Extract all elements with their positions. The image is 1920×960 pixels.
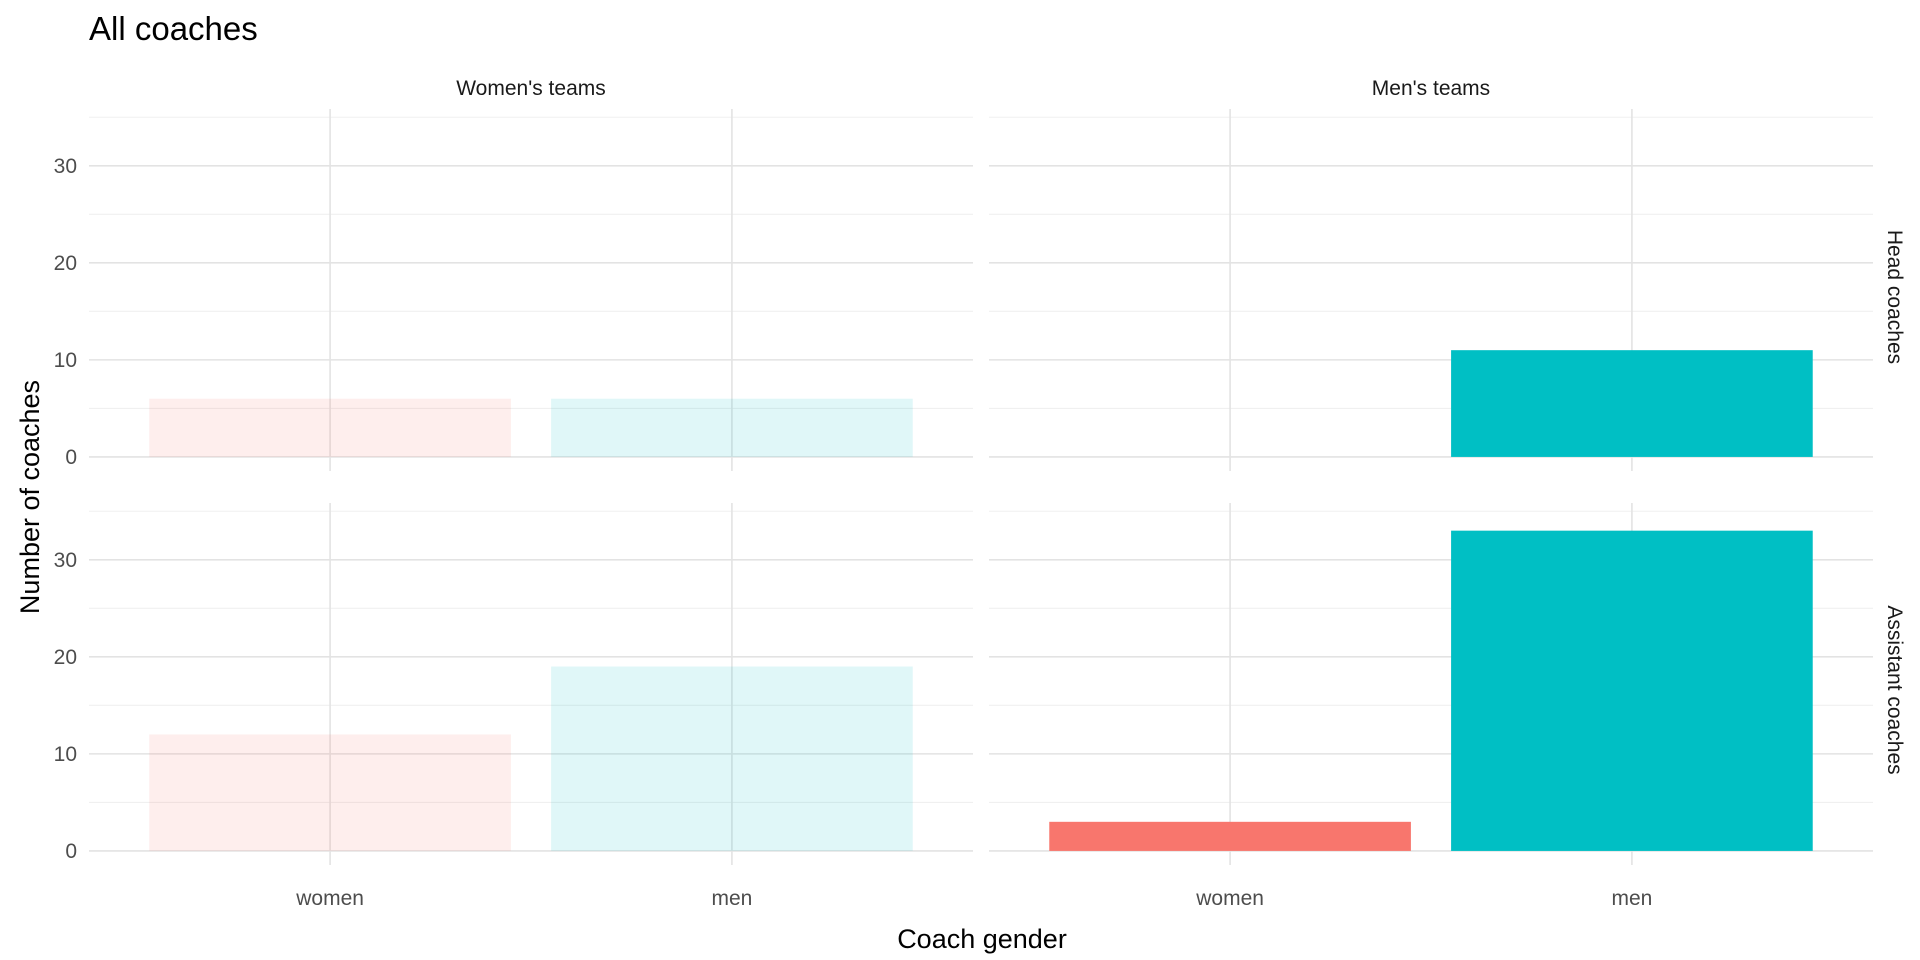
y-tick-label: 0 <box>65 446 77 469</box>
y-tick-label: 20 <box>54 252 77 275</box>
y-tick-label: 30 <box>54 155 77 178</box>
chart-panels: 0 10 20 30 0 10 20 30 women men women men <box>54 109 1873 910</box>
bar-men-panel-3 <box>1451 530 1813 851</box>
y-tick-label: 20 <box>54 646 77 669</box>
bar-women-panel-2 <box>149 734 511 851</box>
x-tick-label-men: men <box>711 887 752 910</box>
y-tick-label: 10 <box>54 743 77 766</box>
bar-men-panel-1 <box>1451 350 1813 457</box>
bar-women-panel-3 <box>1049 821 1411 851</box>
bar-men-panel-2 <box>551 666 913 851</box>
x-tick-label-women: women <box>1195 887 1264 910</box>
bar-women-panel-0 <box>149 398 511 457</box>
strip-label-womens-teams: Women's teams <box>456 77 606 100</box>
strip-label-mens-teams: Men's teams <box>1372 77 1490 100</box>
strip-label-assistant-coaches: Assistant coaches <box>1883 605 1906 774</box>
x-tick-label-men: men <box>1611 887 1652 910</box>
x-axis-title: Coach gender <box>897 924 1067 954</box>
chart-title: All coaches <box>89 10 258 47</box>
y-tick-label: 30 <box>54 549 77 572</box>
y-axis-title: Number of coaches <box>15 380 45 614</box>
y-tick-label: 0 <box>65 840 77 863</box>
strip-label-head-coaches: Head coaches <box>1883 230 1906 364</box>
bar-men-panel-0 <box>551 398 913 457</box>
y-tick-label: 10 <box>54 349 77 372</box>
x-tick-label-women: women <box>295 887 364 910</box>
